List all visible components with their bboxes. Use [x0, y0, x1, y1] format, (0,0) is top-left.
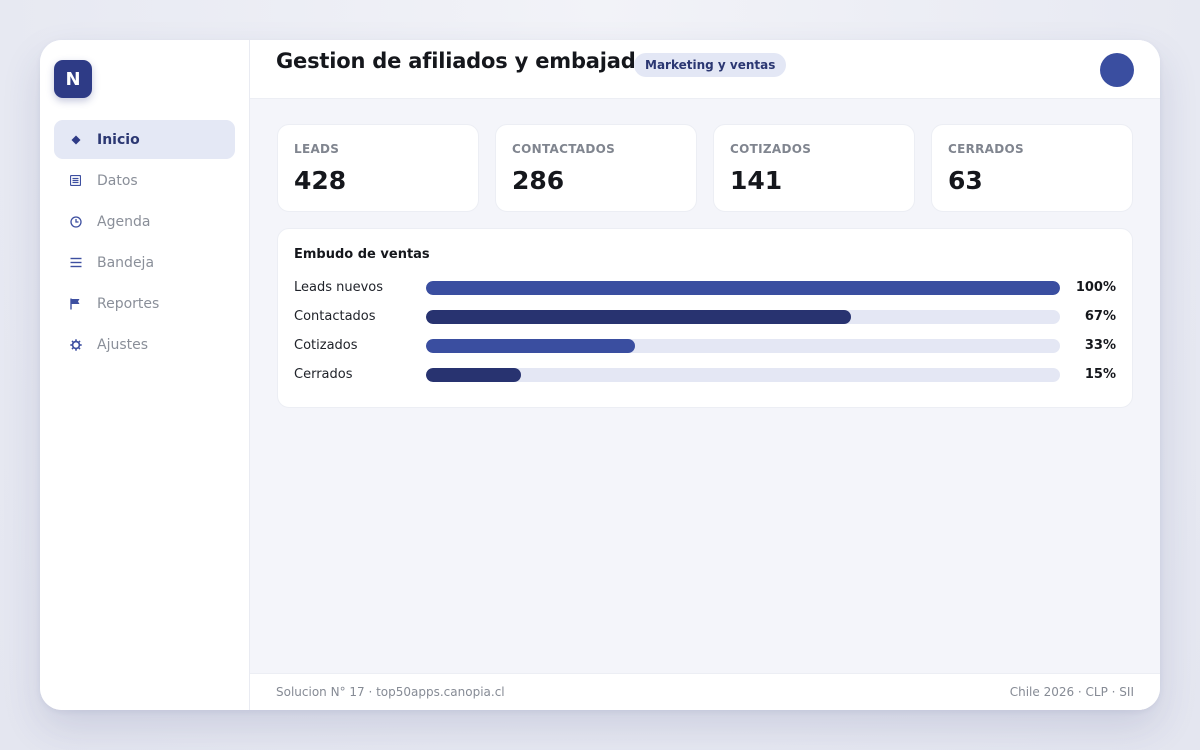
progress-track: [425, 338, 1061, 353]
kpi-label: CERRADOS: [948, 142, 1024, 156]
funnel-row-percent: 15%: [1084, 367, 1116, 382]
funnel-row-label: Cotizados: [294, 338, 358, 353]
funnel-row: Cerrados 15%: [294, 360, 1116, 389]
kpi-card-leads: LEADS 428: [277, 124, 479, 212]
sidebar-item-ajustes[interactable]: Ajustes: [54, 325, 235, 364]
sidebar-item-label: Agenda: [97, 213, 151, 230]
kpi-value: 428: [294, 166, 347, 195]
sidebar-item-agenda[interactable]: Agenda: [54, 202, 235, 241]
kpi-label: LEADS: [294, 142, 340, 156]
funnel-row: Cotizados 33%: [294, 331, 1116, 360]
progress-track: [425, 367, 1061, 382]
kpi-value: 286: [512, 166, 565, 195]
sidebar-item-reportes[interactable]: Reportes: [54, 284, 235, 323]
kpi-card-cotizados: COTIZADOS 141: [713, 124, 915, 212]
progress-fill: [425, 280, 1061, 295]
kpi-card-cerrados: CERRADOS 63: [931, 124, 1133, 212]
funnel-row: Contactados 67%: [294, 302, 1116, 331]
page-title: Gestion de afiliados y embajadores: [276, 49, 687, 73]
sidebar-item-label: Inicio: [97, 131, 140, 148]
footer-right-text: Chile 2026 · CLP · SII: [1009, 685, 1134, 699]
kpi-label: COTIZADOS: [730, 142, 812, 156]
app-logo[interactable]: N: [54, 60, 92, 98]
progress-track: [425, 309, 1061, 324]
sidebar: N Inicio Datos: [40, 40, 250, 710]
sidebar-nav: Inicio Datos Agenda: [54, 120, 235, 366]
category-badge: Marketing y ventas: [634, 53, 787, 77]
funnel-row-label: Contactados: [294, 309, 376, 324]
progress-fill: [425, 367, 521, 382]
kpi-label: CONTACTADOS: [512, 142, 616, 156]
footer-left-text: Solucion N° 17 · top50apps.canopia.cl: [276, 685, 505, 699]
kpi-cards: LEADS 428 CONTACTADOS 286 COTIZADOS 141 …: [277, 124, 1133, 212]
funnel-row-label: Leads nuevos: [294, 280, 384, 295]
kpi-value: 63: [948, 166, 983, 195]
progress-track: [425, 280, 1061, 295]
sidebar-item-label: Bandeja: [97, 254, 155, 271]
app-window: N Inicio Datos: [40, 40, 1160, 710]
diamond-icon: [69, 133, 82, 146]
document-list-icon: [69, 174, 82, 187]
sidebar-item-label: Ajustes: [97, 336, 149, 353]
funnel-row-percent: 67%: [1084, 309, 1116, 324]
footer: Solucion N° 17 · top50apps.canopia.cl Ch…: [250, 673, 1160, 710]
top-bar: Gestion de afiliados y embajadores Marke…: [250, 40, 1160, 99]
gear-icon: [69, 338, 82, 351]
sidebar-item-bandeja[interactable]: Bandeja: [54, 243, 235, 282]
kpi-value: 141: [730, 166, 783, 195]
funnel-title: Embudo de ventas: [294, 247, 430, 262]
funnel-row-percent: 33%: [1084, 338, 1116, 353]
sidebar-item-datos[interactable]: Datos: [54, 161, 235, 200]
funnel-row-label: Cerrados: [294, 367, 353, 382]
flag-icon: [69, 297, 82, 310]
clock-icon: [69, 215, 82, 228]
main-content: Gestion de afiliados y embajadores Marke…: [250, 40, 1160, 710]
avatar[interactable]: [1100, 53, 1134, 87]
progress-fill: [425, 338, 636, 353]
sidebar-item-label: Reportes: [97, 295, 160, 312]
menu-lines-icon: [69, 256, 82, 269]
sidebar-item-inicio[interactable]: Inicio: [54, 120, 235, 159]
funnel-rows: Leads nuevos 100% Contactados 67% Cotiza…: [294, 273, 1116, 389]
kpi-card-contactados: CONTACTADOS 286: [495, 124, 697, 212]
sales-funnel-card: Embudo de ventas Leads nuevos 100% Conta…: [277, 228, 1133, 408]
progress-fill: [425, 309, 851, 324]
funnel-row: Leads nuevos 100%: [294, 273, 1116, 302]
sidebar-item-label: Datos: [97, 172, 138, 189]
funnel-row-percent: 100%: [1075, 280, 1116, 295]
